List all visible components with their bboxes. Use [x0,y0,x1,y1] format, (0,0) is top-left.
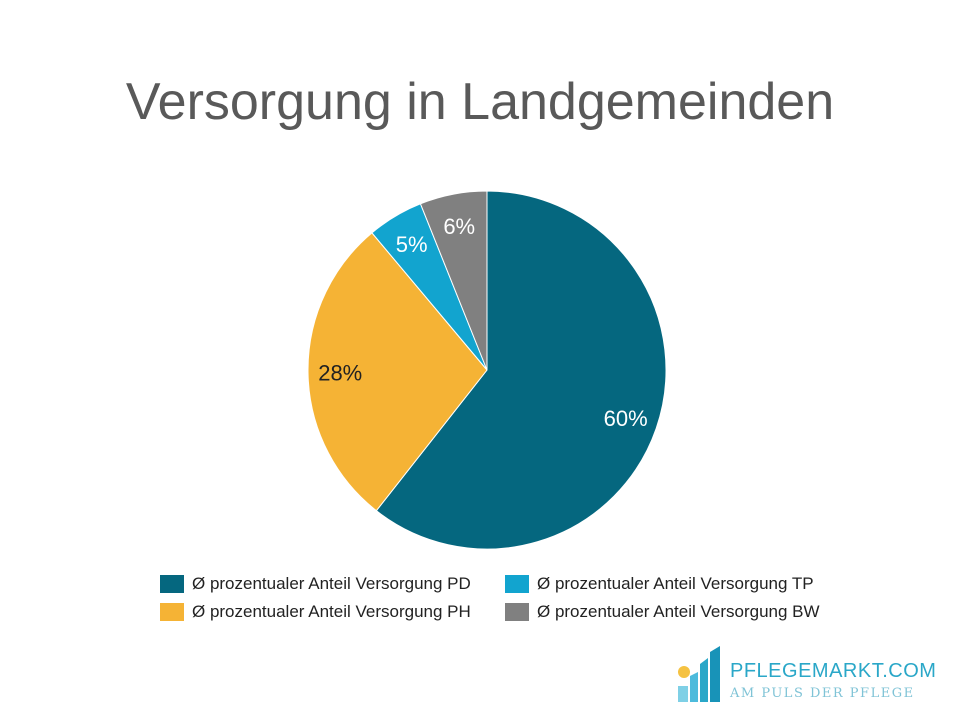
legend-item: Ø prozentualer Anteil Versorgung BW [505,602,850,622]
legend-swatch [505,603,529,621]
legend: Ø prozentualer Anteil Versorgung PD Ø pro… [160,574,850,622]
legend-item: Ø prozentualer Anteil Versorgung TP [505,574,850,594]
legend-item: Ø prozentualer Anteil Versorgung PH [160,602,505,622]
legend-swatch [505,575,529,593]
legend-swatch [160,575,184,593]
chart-title: Versorgung in Landgemeinden [125,73,835,131]
legend-label: Ø prozentualer Anteil Versorgung PD [192,574,471,593]
legend-item: Ø prozentualer Anteil Versorgung PD [160,574,505,594]
pie-slice [419,190,488,371]
pflegemarkt-logo [678,646,720,702]
logo-tagline: AM PULS DER PFLEGE [730,686,915,701]
logo-bars-icon [678,686,688,702]
pie-slice [307,232,488,512]
logo-sun-icon [678,666,690,678]
legend-label: Ø prozentualer Anteil Versorgung PH [192,602,471,621]
logo-name: PFLEGEMARKT.COM [730,660,937,682]
pie-data-label: 6% [443,214,475,239]
legend-label: Ø prozentualer Anteil Versorgung BW [537,602,820,621]
legend-label: Ø prozentualer Anteil Versorgung TP [537,574,814,593]
pie-data-label: 28% [318,360,362,385]
legend-swatch [160,603,184,621]
pie-data-label: 60% [604,406,648,431]
pie-slice [375,190,667,550]
pie-data-label: 5% [396,232,428,257]
